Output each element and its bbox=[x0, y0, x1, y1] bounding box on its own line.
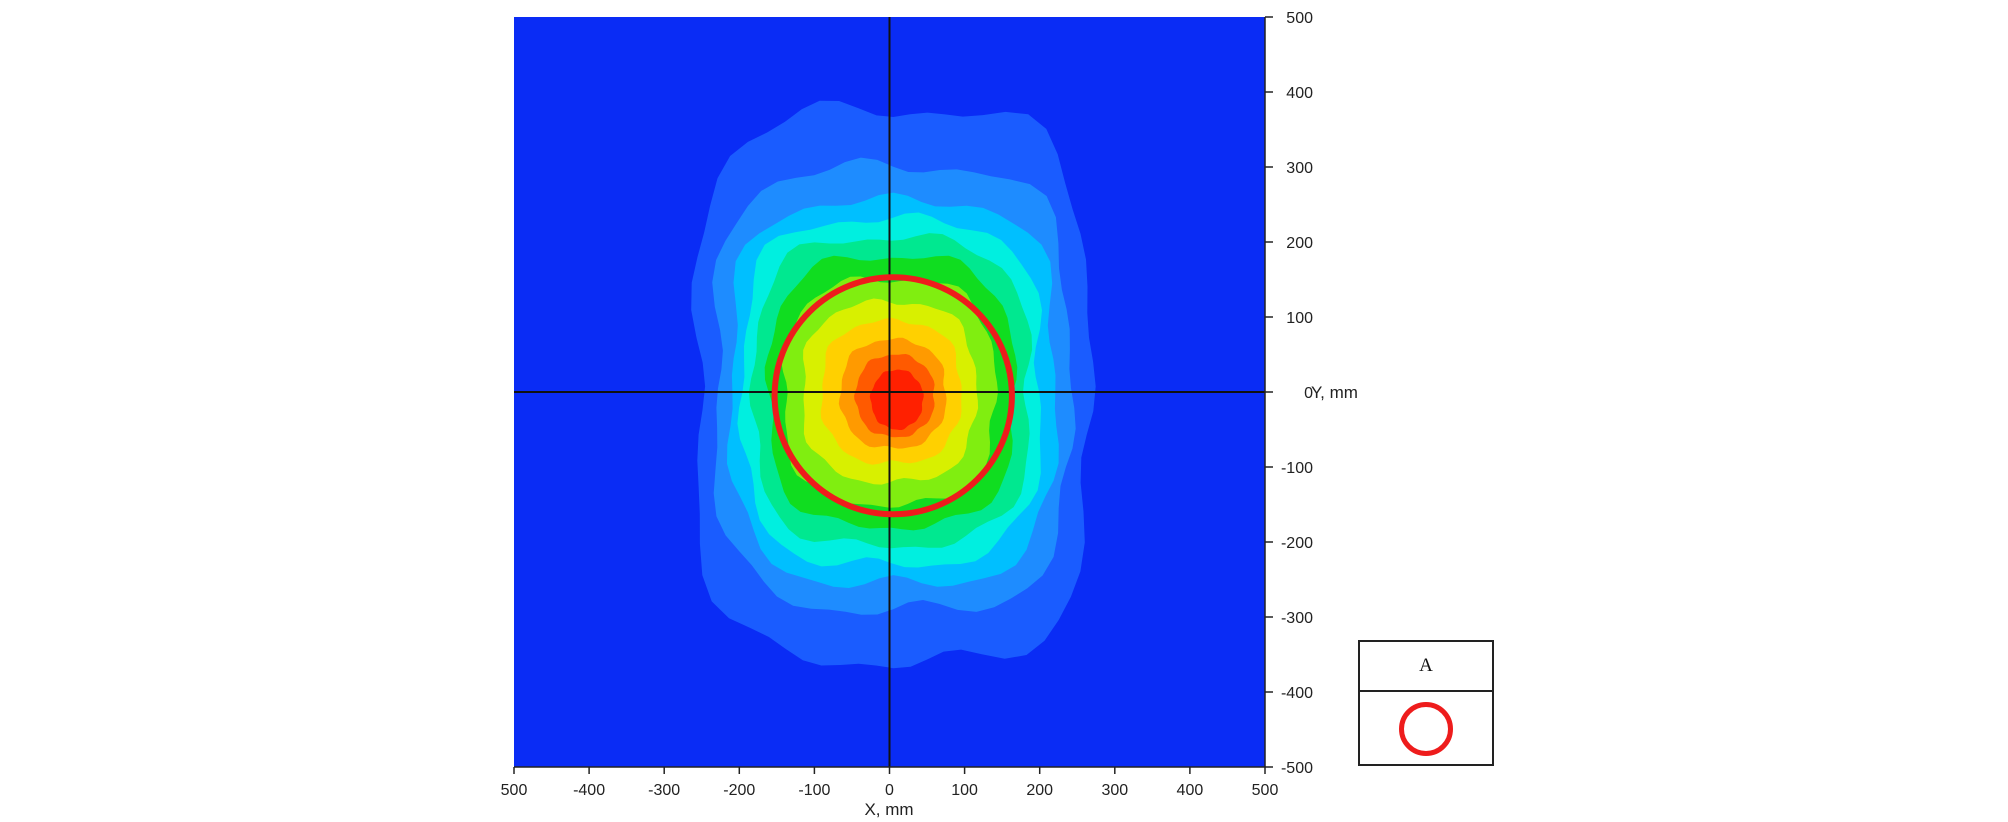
contour-group bbox=[691, 100, 1096, 669]
legend-circle-marker-icon bbox=[1399, 702, 1453, 756]
y-tick-label: 200 bbox=[1286, 235, 1313, 252]
legend-label: A bbox=[1360, 642, 1492, 692]
y-tick-label: -200 bbox=[1281, 535, 1313, 552]
y-tick-label: -400 bbox=[1281, 685, 1313, 702]
x-axis-title: X, mm bbox=[864, 800, 913, 819]
legend-box: A bbox=[1358, 640, 1494, 766]
x-tick-label: -300 bbox=[648, 782, 680, 799]
x-tick-label: 500 bbox=[1252, 782, 1279, 799]
y-tick-label: 300 bbox=[1286, 160, 1313, 177]
contour-band-12 bbox=[869, 369, 924, 430]
x-tick-label: 100 bbox=[951, 782, 978, 799]
axis-ticks: 500 -400 -300 -200 -100 0 100 200 300 400 500 500 40… bbox=[501, 10, 1313, 799]
y-tick-label: -500 bbox=[1281, 760, 1313, 777]
target-circle bbox=[771, 274, 1015, 518]
x-tick-label: -200 bbox=[723, 782, 755, 799]
y-tick-label: -100 bbox=[1281, 460, 1313, 477]
y-axis-title: Y, mm bbox=[1311, 383, 1358, 402]
y-tick-label: -300 bbox=[1281, 610, 1313, 627]
x-tick-label: 500 bbox=[501, 782, 528, 799]
y-tick-label: 500 bbox=[1286, 10, 1313, 27]
x-tick-label: -400 bbox=[573, 782, 605, 799]
y-tick-label: 0 bbox=[1304, 385, 1313, 402]
y-tick-label: 400 bbox=[1286, 85, 1313, 102]
x-tick-label: 400 bbox=[1177, 782, 1204, 799]
x-tick-label: 300 bbox=[1101, 782, 1128, 799]
x-tick-label: 200 bbox=[1026, 782, 1053, 799]
y-tick-label: 100 bbox=[1286, 310, 1313, 327]
x-tick-label: -100 bbox=[798, 782, 830, 799]
plot-area bbox=[514, 17, 1265, 767]
x-tick-label: 0 bbox=[885, 782, 894, 799]
legend-marker-cell bbox=[1360, 692, 1492, 766]
